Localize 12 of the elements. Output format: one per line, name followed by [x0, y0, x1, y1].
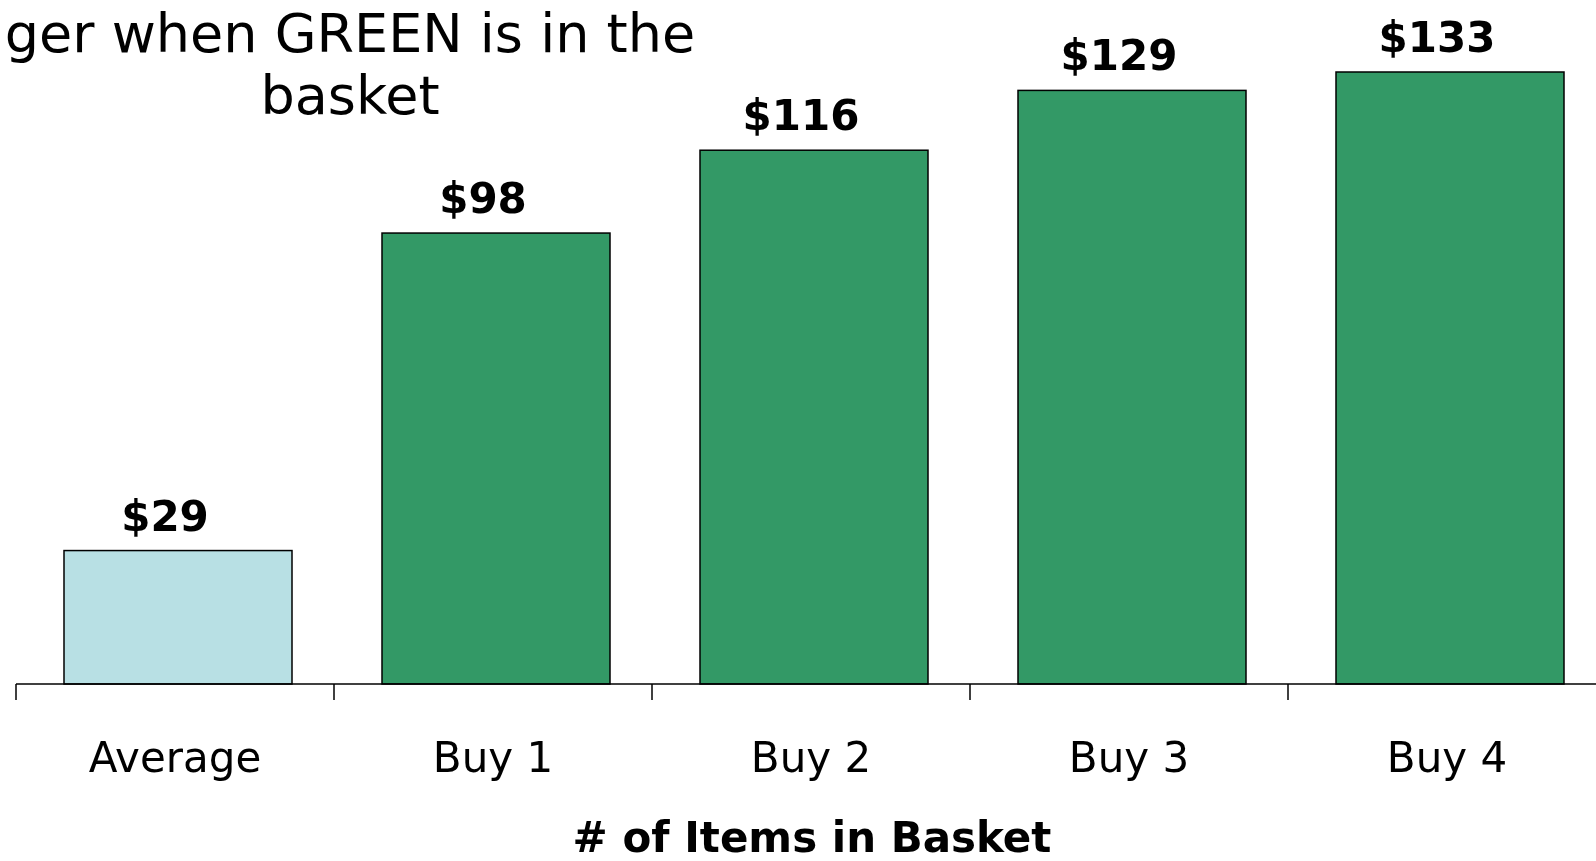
data-label: $29 — [121, 491, 209, 541]
chart-title: ger when GREEN is in the basket — [4, 2, 696, 127]
data-label: $98 — [439, 174, 527, 224]
data-label: $129 — [1060, 31, 1178, 81]
data-label: $133 — [1378, 13, 1496, 62]
x-tick-label: Buy 2 — [750, 733, 872, 782]
x-axis-title: # of Items in Basket — [572, 813, 1052, 861]
x-tick-label: Buy 3 — [1068, 733, 1190, 782]
data-label: $116 — [742, 91, 860, 141]
x-tick-label: Average — [88, 733, 262, 782]
x-tick-label: Buy 1 — [432, 733, 554, 782]
x-tick-label: Buy 4 — [1386, 733, 1508, 782]
